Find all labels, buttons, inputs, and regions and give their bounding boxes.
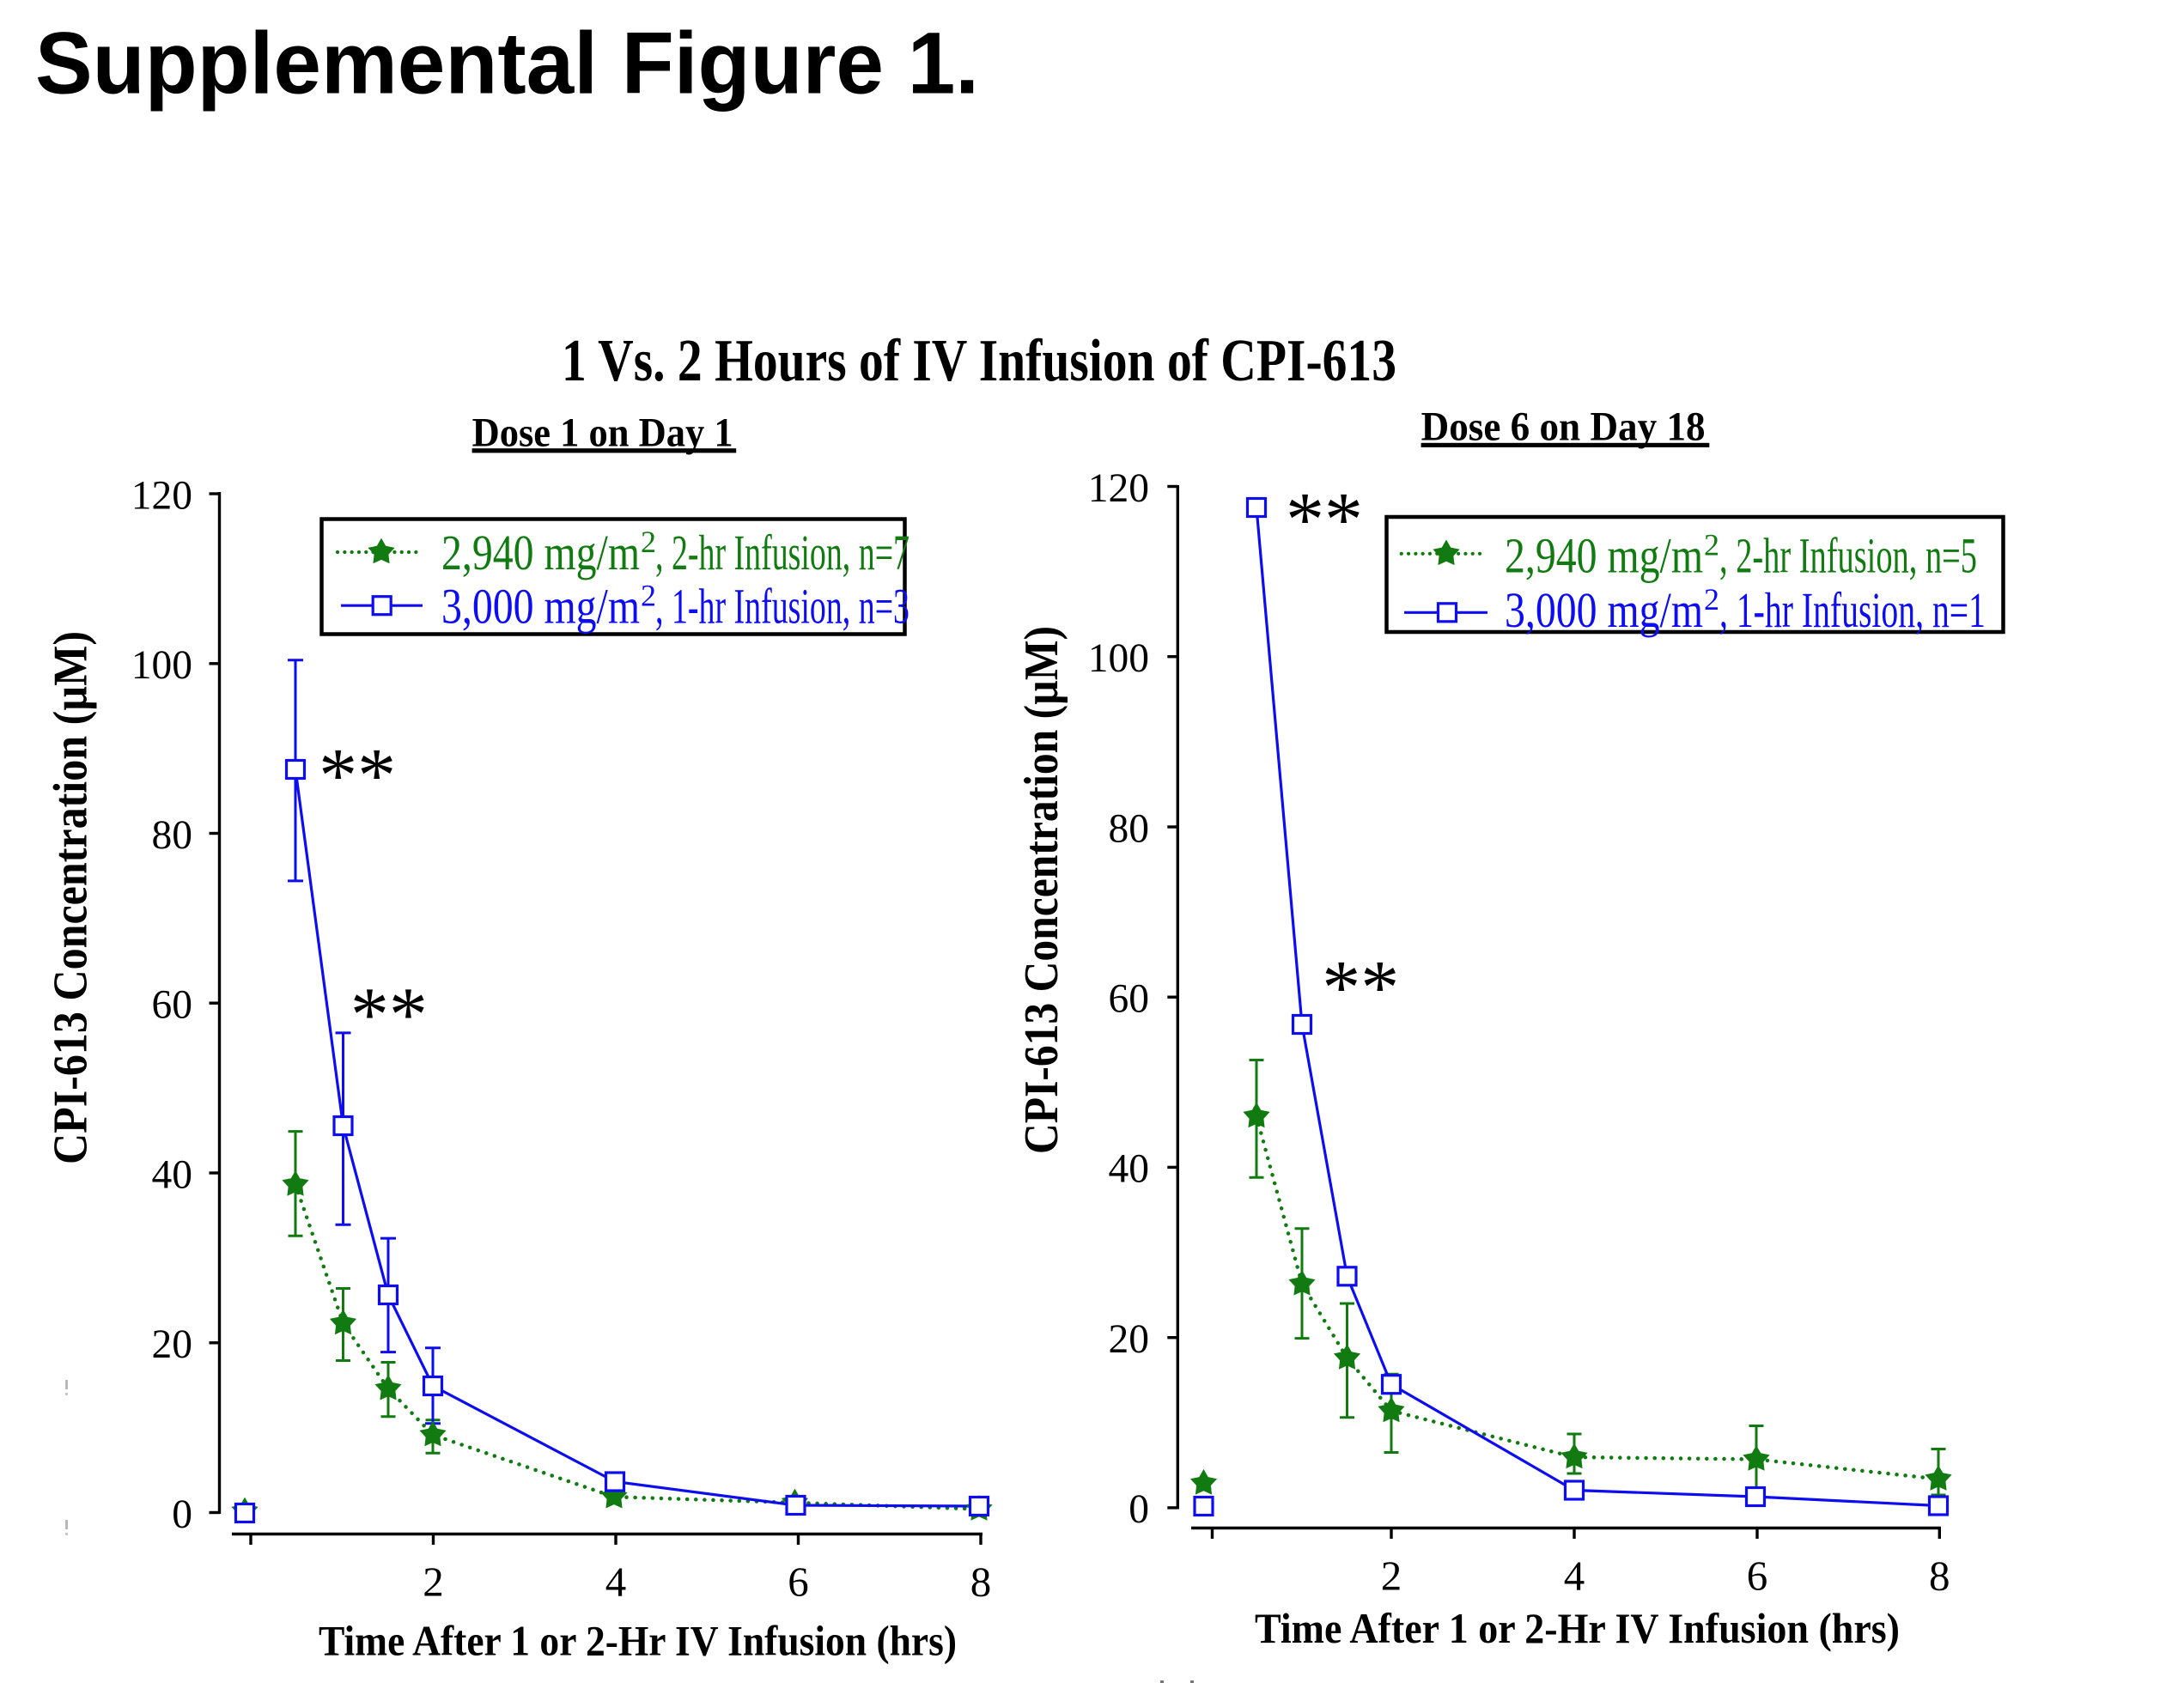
svg-text:2: 2 [1704, 528, 1719, 562]
svg-text:60: 60 [152, 983, 193, 1028]
svg-text:2: 2 [423, 1558, 444, 1606]
svg-text:2: 2 [1704, 582, 1719, 617]
svg-text:100: 100 [1088, 636, 1149, 681]
svg-text:100: 100 [131, 643, 192, 688]
svg-text:**: ** [1286, 477, 1363, 562]
svg-text:3,000 mg/m: 3,000 mg/m [1505, 582, 1703, 638]
svg-text:0: 0 [1129, 1487, 1149, 1532]
svg-text:, 1-hr Infusion, n=3: , 1-hr Infusion, n=3 [655, 578, 909, 634]
svg-text:40: 40 [1109, 1147, 1150, 1192]
svg-text:80: 80 [152, 813, 193, 858]
svg-text:, 2-hr Infusion, n=7: , 2-hr Infusion, n=7 [655, 525, 909, 580]
svg-text:60: 60 [1109, 977, 1150, 1022]
svg-text:20: 20 [1109, 1317, 1150, 1362]
svg-text:3,000 mg/m: 3,000 mg/m [441, 578, 640, 634]
svg-text:2: 2 [1381, 1552, 1402, 1599]
svg-text:Dose 6 on Day 18: Dose 6 on Day 18 [1421, 404, 1706, 450]
svg-text:2,940 mg/m: 2,940 mg/m [441, 525, 640, 580]
svg-text:6: 6 [1747, 1552, 1768, 1599]
svg-text:Time After 1 or 2-Hr IV Infusi: Time After 1 or 2-Hr IV Infusion (hrs) [319, 1616, 957, 1664]
svg-text:8: 8 [970, 1558, 992, 1606]
svg-text:1 Vs. 2 Hours of IV Infusion o: 1 Vs. 2 Hours of IV Infusion of CPI-613 [562, 328, 1396, 394]
svg-text:2,940 mg/m: 2,940 mg/m [1505, 528, 1703, 584]
svg-text:**: ** [1322, 945, 1399, 1030]
svg-text:**: ** [319, 733, 396, 818]
svg-text:120: 120 [1088, 466, 1149, 511]
svg-text:120: 120 [131, 473, 192, 518]
svg-text:20: 20 [152, 1322, 193, 1367]
svg-text:40: 40 [152, 1152, 193, 1197]
svg-text:, 2-hr Infusion, n=5: , 2-hr Infusion, n=5 [1719, 528, 1977, 584]
svg-text:Time After 1 or 2-Hr IV Infusi: Time After 1 or 2-Hr IV Infusion (hrs) [1255, 1604, 1900, 1652]
svg-text:2: 2 [641, 578, 656, 612]
svg-text:, 1-hr Infusion, n=1: , 1-hr Infusion, n=1 [1719, 582, 1986, 638]
svg-text:Supplemental Figure 1.: Supplemental Figure 1. [35, 15, 979, 112]
svg-text:80: 80 [1109, 806, 1150, 851]
svg-text:2: 2 [641, 525, 656, 559]
svg-text:6: 6 [788, 1558, 809, 1606]
svg-text:**: ** [350, 973, 428, 1058]
svg-text:0: 0 [172, 1492, 192, 1537]
svg-text:CPI-613 Concentration (µM): CPI-613 Concentration (µM) [45, 631, 98, 1164]
svg-text:4: 4 [605, 1558, 627, 1606]
svg-text:4: 4 [1564, 1552, 1585, 1599]
svg-text:Dose 1 on Day 1: Dose 1 on Day 1 [472, 411, 733, 456]
svg-text:8: 8 [1929, 1552, 1950, 1599]
svg-text:CPI-613 Concentration (µM): CPI-613 Concentration (µM) [1015, 626, 1068, 1154]
